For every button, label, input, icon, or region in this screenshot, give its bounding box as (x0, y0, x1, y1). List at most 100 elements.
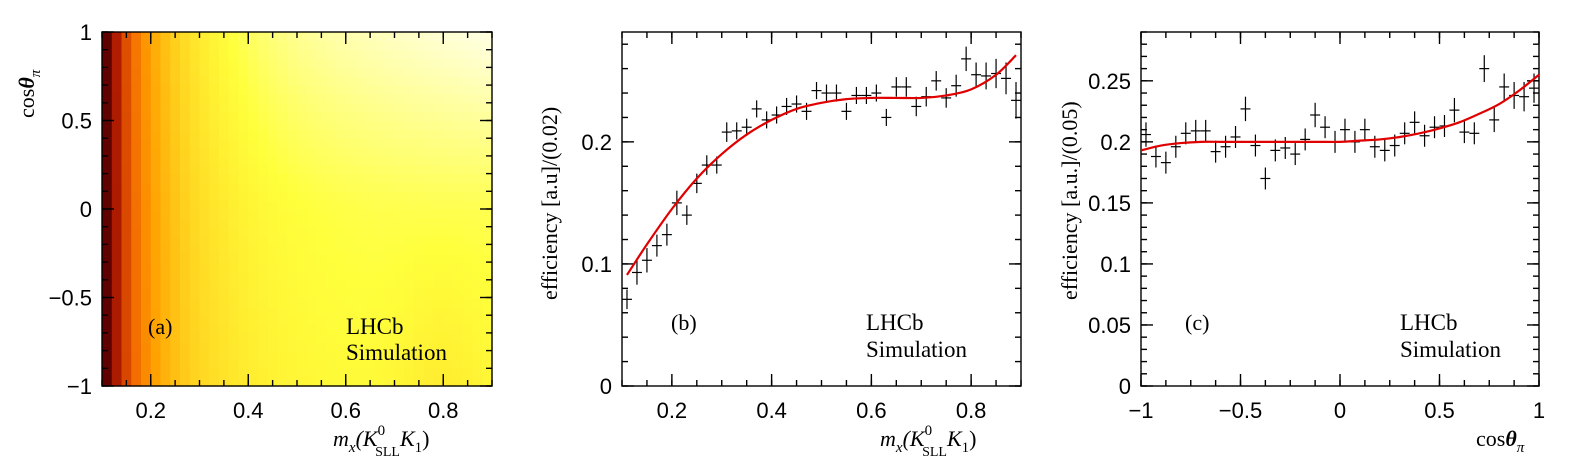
heatmap-cell (121, 164, 132, 175)
heatmap-cell (131, 40, 142, 51)
heatmap-cell (238, 288, 249, 299)
heatmap-cell (199, 226, 210, 237)
heatmap-cell (394, 129, 405, 139)
heatmap-cell (287, 279, 298, 290)
heatmap-cell (443, 138, 454, 148)
heatmap-cell (219, 191, 230, 201)
heatmap-cell (170, 217, 181, 228)
heatmap-cell (326, 235, 337, 245)
heatmap-cell (414, 182, 425, 192)
heatmap-cell (423, 341, 435, 352)
heatmap-cell (365, 102, 376, 113)
heatmap-cell (384, 173, 396, 184)
heatmap-cell (345, 173, 357, 184)
heatmap-cell (336, 217, 347, 228)
heatmap-cell (365, 200, 376, 210)
heatmap-cell (433, 315, 444, 325)
heatmap-cell (326, 111, 337, 122)
heatmap-cell (121, 209, 132, 219)
heatmap-cell (355, 58, 366, 68)
heatmap-cell (345, 76, 357, 86)
heatmap-cell (111, 147, 123, 157)
heatmap-cell (336, 306, 347, 316)
heatmap-cell (238, 217, 249, 228)
heatmap-cell (404, 49, 415, 60)
heatmap-cell (121, 244, 132, 254)
heatmap-cell (433, 182, 444, 192)
heatmap-cell (209, 138, 220, 148)
panel-c-simulation: Simulation (1400, 337, 1501, 362)
heatmap-cell (248, 217, 259, 228)
heatmap-cell (170, 173, 181, 184)
panel-c-x-tick-label: 0.5 (1424, 398, 1455, 423)
heatmap-cell (150, 235, 162, 245)
heatmap-cell (199, 67, 210, 77)
heatmap-cell (433, 324, 444, 334)
heatmap-cell (306, 102, 318, 113)
heatmap-cell (345, 297, 357, 307)
heatmap-cell (384, 49, 396, 60)
heatmap-cell (277, 155, 288, 166)
heatmap-cell (414, 262, 425, 272)
heatmap-cell (297, 297, 308, 307)
heatmap-cell (394, 191, 405, 201)
heatmap-cell (248, 76, 259, 86)
heatmap-cell (111, 262, 123, 272)
heatmap-cell (433, 306, 444, 316)
heatmap-cell (267, 306, 279, 316)
heatmap-cell (238, 147, 249, 157)
heatmap-cell (287, 191, 298, 201)
heatmap-cell (336, 235, 347, 245)
heatmap-cell (355, 315, 366, 325)
heatmap-cell (219, 111, 230, 122)
heatmap-cell (443, 306, 454, 316)
heatmap-cell (336, 244, 347, 254)
heatmap-cell (131, 209, 142, 219)
heatmap-cell (306, 244, 318, 254)
heatmap-cell (228, 173, 240, 184)
heatmap-cell (160, 377, 171, 387)
heatmap-cell (141, 270, 152, 281)
heatmap-cell (472, 306, 483, 316)
heatmap-cell (111, 200, 123, 210)
heatmap-cell (102, 235, 113, 245)
heatmap-cell (199, 111, 210, 122)
heatmap-cell (141, 288, 152, 299)
heatmap-cell (258, 164, 269, 175)
heatmap-cell (189, 58, 201, 68)
heatmap-cell (277, 120, 288, 130)
heatmap-cell (160, 58, 171, 68)
heatmap-cell (277, 93, 288, 104)
heatmap-cell (238, 270, 249, 281)
heatmap-cell (121, 155, 132, 166)
heatmap-cell (384, 226, 396, 237)
heatmap-cell (414, 129, 425, 139)
heatmap-cell (414, 40, 425, 51)
heatmap-cell (355, 377, 366, 387)
heatmap-cell (336, 40, 347, 51)
heatmap-cell (423, 253, 435, 263)
heatmap-cell (180, 200, 191, 210)
heatmap-cell (453, 200, 464, 210)
heatmap-cell (345, 182, 357, 192)
heatmap-cell (199, 147, 210, 157)
heatmap-cell (160, 93, 171, 104)
heatmap-cell (433, 147, 444, 157)
heatmap-cell (287, 120, 298, 130)
heatmap-cell (394, 315, 405, 325)
heatmap-cell (443, 155, 454, 166)
heatmap-cell (180, 270, 191, 281)
heatmap-cell (433, 253, 444, 263)
heatmap-cell (297, 173, 308, 184)
heatmap-cell (111, 288, 123, 299)
panel-c-y-tick-label: 0.05 (1088, 313, 1131, 338)
heatmap-cell (336, 324, 347, 334)
heatmap-cell (453, 288, 464, 299)
heatmap-cell (150, 147, 162, 157)
heatmap-cell (365, 350, 376, 361)
heatmap-cell (248, 138, 259, 148)
heatmap-cell (443, 270, 454, 281)
panel-a-x-tick-label: 0.8 (428, 398, 459, 423)
heatmap-cell (160, 67, 171, 77)
heatmap-cell (375, 297, 386, 307)
